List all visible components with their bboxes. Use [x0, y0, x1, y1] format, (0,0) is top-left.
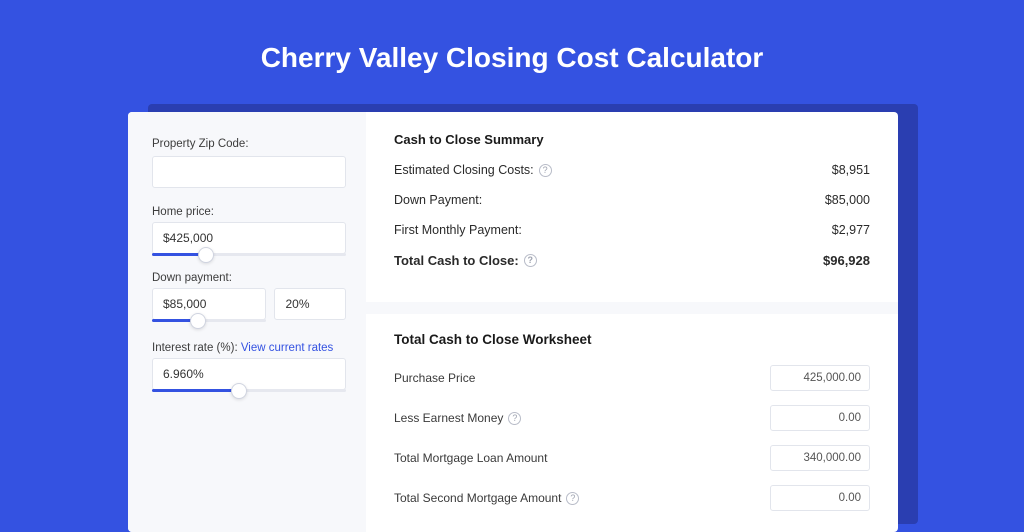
summary-row-value: $8,951	[832, 163, 870, 177]
interest-slider-fill	[152, 389, 239, 392]
down-payment-label: Down payment:	[152, 272, 346, 284]
summary-row-value: $2,977	[832, 223, 870, 237]
help-icon[interactable]: ?	[508, 412, 521, 425]
help-icon[interactable]: ?	[524, 254, 537, 267]
worksheet-row: Total Mortgage Loan Amount	[394, 445, 870, 471]
worksheet-row: Total Second Mortgage Amount ?	[394, 485, 870, 511]
summary-row-label: Estimated Closing Costs:	[394, 163, 534, 177]
worksheet-row: Less Earnest Money ?	[394, 405, 870, 431]
down-payment-pct-input[interactable]	[274, 288, 346, 320]
worksheet-row-label: Purchase Price	[394, 371, 475, 385]
view-rates-link[interactable]: View current rates	[241, 342, 333, 354]
summary-row: Down Payment: $85,000	[394, 193, 870, 207]
zip-label: Property Zip Code:	[152, 138, 346, 150]
home-price-label: Home price:	[152, 206, 346, 218]
help-icon[interactable]: ?	[539, 164, 552, 177]
summary-total-value: $96,928	[823, 253, 870, 268]
input-panel: Property Zip Code: Home price: Down paym…	[128, 112, 366, 532]
interest-rate-label: Interest rate (%): View current rates	[152, 342, 346, 354]
purchase-price-value[interactable]	[770, 365, 870, 391]
down-payment-input[interactable]	[152, 288, 266, 320]
worksheet-row-label: Total Second Mortgage Amount	[394, 491, 561, 505]
summary-row-value: $85,000	[825, 193, 870, 207]
mortgage-amount-value[interactable]	[770, 445, 870, 471]
down-payment-slider-thumb[interactable]	[190, 313, 206, 329]
summary-row: Estimated Closing Costs: ? $8,951	[394, 163, 870, 177]
summary-row-label: First Monthly Payment:	[394, 223, 522, 237]
summary-title: Cash to Close Summary	[394, 132, 870, 147]
second-mortgage-value[interactable]	[770, 485, 870, 511]
summary-total-row: Total Cash to Close: ? $96,928	[394, 253, 870, 268]
page-title: Cherry Valley Closing Cost Calculator	[0, 0, 1024, 74]
section-divider	[366, 302, 898, 314]
summary-row-label: Down Payment:	[394, 193, 482, 207]
home-price-input[interactable]	[152, 222, 346, 254]
home-price-slider-thumb[interactable]	[198, 247, 214, 263]
calculator-card: Property Zip Code: Home price: Down paym…	[128, 112, 898, 532]
worksheet-row: Purchase Price	[394, 365, 870, 391]
interest-rate-input[interactable]	[152, 358, 346, 390]
earnest-money-value[interactable]	[770, 405, 870, 431]
interest-slider-thumb[interactable]	[231, 383, 247, 399]
worksheet-row-label: Total Mortgage Loan Amount	[394, 451, 547, 465]
help-icon[interactable]: ?	[566, 492, 579, 505]
interest-rate-label-text: Interest rate (%):	[152, 342, 238, 354]
worksheet-block: Total Cash to Close Worksheet Purchase P…	[366, 314, 898, 511]
summary-total-label: Total Cash to Close:	[394, 253, 519, 268]
summary-block: Cash to Close Summary Estimated Closing …	[366, 112, 898, 302]
worksheet-row-label: Less Earnest Money	[394, 411, 503, 425]
worksheet-title: Total Cash to Close Worksheet	[394, 332, 870, 347]
zip-input[interactable]	[152, 156, 346, 188]
results-panel: Cash to Close Summary Estimated Closing …	[366, 112, 898, 532]
summary-row: First Monthly Payment: $2,977	[394, 223, 870, 237]
